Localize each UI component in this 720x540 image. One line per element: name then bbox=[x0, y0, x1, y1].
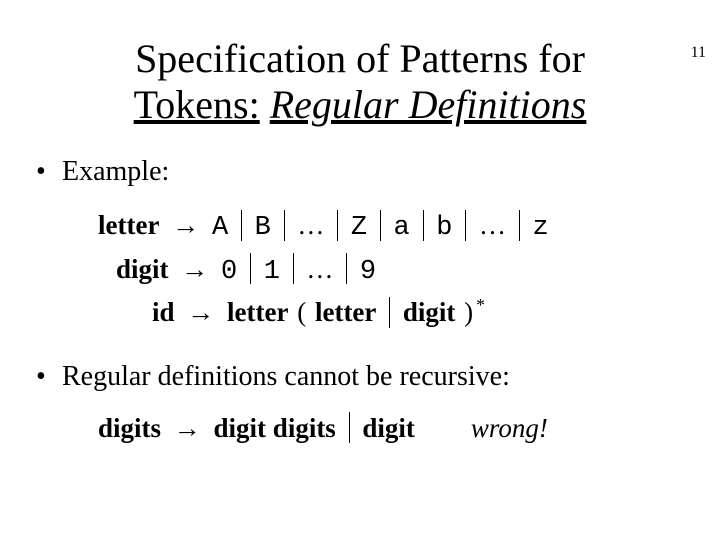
rec-lhs: digits bbox=[98, 413, 161, 443]
def-id-part2: letter bbox=[315, 297, 376, 327]
title-line-1: Specification of Patterns for bbox=[135, 36, 585, 81]
def-id-name: id bbox=[152, 297, 175, 327]
definitions-block: letter → A B … Z a b … z digit → bbox=[98, 205, 684, 333]
tok-0: 0 bbox=[221, 257, 237, 287]
def-digit-name: digit bbox=[116, 254, 169, 284]
bullet-recursive: • Regular definitions cannot be recursiv… bbox=[36, 359, 684, 394]
rparen: ) bbox=[462, 297, 475, 327]
arrow-icon: → bbox=[166, 205, 205, 246]
wrong-label: wrong! bbox=[471, 410, 548, 448]
bullet-dot-icon: • bbox=[36, 154, 62, 189]
pipe-icon bbox=[284, 210, 285, 241]
recursive-expr: digits → digit digits digit bbox=[98, 410, 415, 448]
bullet-dot-icon: • bbox=[36, 359, 62, 394]
tok-z: z bbox=[532, 213, 548, 243]
def-digit: digit → 0 1 … 9 bbox=[98, 249, 684, 293]
pipe-icon bbox=[389, 297, 390, 328]
ellipsis: … bbox=[479, 210, 506, 240]
slide: 11 Specification of Patterns for Tokens:… bbox=[0, 36, 720, 540]
slide-title: Specification of Patterns for Tokens: Re… bbox=[60, 36, 660, 128]
kleene-star: * bbox=[476, 295, 485, 315]
tok-B: B bbox=[255, 213, 271, 243]
pipe-icon bbox=[423, 210, 424, 241]
tok-a: a bbox=[394, 213, 410, 243]
bullet-recursive-text: Regular definitions cannot be recursive: bbox=[62, 359, 684, 394]
slide-body: • Example: letter → A B … Z a b … bbox=[36, 154, 684, 447]
def-id-part1: letter bbox=[227, 297, 288, 327]
tok-b: b bbox=[436, 213, 452, 243]
def-id-part3: digit bbox=[403, 297, 456, 327]
pipe-icon bbox=[293, 253, 294, 284]
arrow-icon: → bbox=[181, 292, 220, 333]
tok-A: A bbox=[212, 213, 228, 243]
bullet-example: • Example: bbox=[36, 154, 684, 189]
rec-r3: digit bbox=[362, 413, 415, 443]
pipe-icon bbox=[346, 253, 347, 284]
pipe-icon bbox=[349, 412, 350, 443]
pipe-icon bbox=[250, 253, 251, 284]
pipe-icon bbox=[519, 210, 520, 241]
rec-r1: digit bbox=[214, 413, 267, 443]
title-line-2-prefix: Tokens: bbox=[134, 82, 260, 127]
tok-Z: Z bbox=[351, 213, 367, 243]
pipe-icon bbox=[380, 210, 381, 241]
def-letter: letter → A B … Z a b … z bbox=[98, 205, 684, 249]
recursive-example: digits → digit digits digit wrong! bbox=[98, 410, 684, 448]
def-id: id → letter ( letter digit )* bbox=[98, 292, 684, 333]
title-line-2-italic: Regular Definitions bbox=[270, 82, 587, 127]
rec-r2: digits bbox=[273, 413, 336, 443]
lparen: ( bbox=[295, 297, 308, 327]
arrow-icon: → bbox=[168, 410, 207, 448]
arrow-icon: → bbox=[175, 249, 214, 290]
ellipsis: … bbox=[297, 210, 324, 240]
def-letter-name: letter bbox=[98, 210, 159, 240]
pipe-icon bbox=[465, 210, 466, 241]
tok-9: 9 bbox=[360, 257, 376, 287]
ellipsis: … bbox=[306, 254, 333, 284]
pipe-icon bbox=[241, 210, 242, 241]
bullet-example-text: Example: bbox=[62, 154, 684, 189]
page-number: 11 bbox=[691, 44, 706, 62]
tok-1: 1 bbox=[264, 257, 280, 287]
pipe-icon bbox=[337, 210, 338, 241]
